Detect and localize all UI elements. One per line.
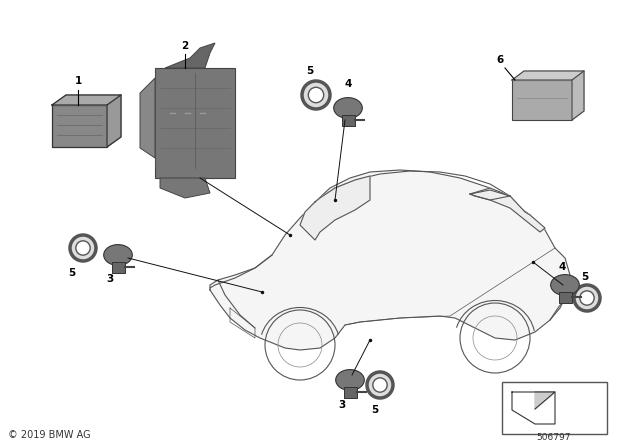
Ellipse shape <box>550 275 579 295</box>
Polygon shape <box>470 190 545 232</box>
Ellipse shape <box>336 370 364 390</box>
Text: © 2019 BMW AG: © 2019 BMW AG <box>8 430 91 440</box>
Bar <box>502 382 607 434</box>
Text: 6: 6 <box>497 55 504 65</box>
Text: 4: 4 <box>344 79 352 89</box>
Text: 5: 5 <box>581 272 589 282</box>
FancyBboxPatch shape <box>344 387 356 398</box>
Text: 1: 1 <box>74 76 82 86</box>
FancyBboxPatch shape <box>559 292 572 303</box>
Polygon shape <box>470 188 510 200</box>
Circle shape <box>373 378 387 392</box>
Bar <box>155 68 235 178</box>
Text: 3: 3 <box>339 400 346 410</box>
Bar <box>512 80 572 120</box>
Text: 4: 4 <box>558 262 566 272</box>
Circle shape <box>302 81 330 109</box>
Text: 2: 2 <box>181 41 189 51</box>
Circle shape <box>308 87 324 103</box>
Bar <box>52 105 107 147</box>
FancyBboxPatch shape <box>342 115 355 126</box>
Text: 5: 5 <box>307 66 314 76</box>
Polygon shape <box>160 178 210 198</box>
Text: 5: 5 <box>371 405 379 415</box>
FancyBboxPatch shape <box>111 262 125 273</box>
Circle shape <box>76 241 90 255</box>
Text: 3: 3 <box>106 274 114 284</box>
Circle shape <box>367 372 393 398</box>
Polygon shape <box>52 95 121 105</box>
Circle shape <box>574 285 600 311</box>
Polygon shape <box>210 170 570 350</box>
Text: 5: 5 <box>68 268 76 278</box>
Ellipse shape <box>333 98 362 118</box>
Circle shape <box>70 235 96 261</box>
Polygon shape <box>572 71 584 120</box>
Polygon shape <box>140 78 155 158</box>
Circle shape <box>580 291 594 305</box>
Polygon shape <box>512 71 584 80</box>
Polygon shape <box>535 392 555 409</box>
Text: 506797: 506797 <box>537 433 572 442</box>
Polygon shape <box>300 176 370 240</box>
Polygon shape <box>165 43 215 68</box>
Ellipse shape <box>104 245 132 265</box>
Polygon shape <box>107 95 121 147</box>
